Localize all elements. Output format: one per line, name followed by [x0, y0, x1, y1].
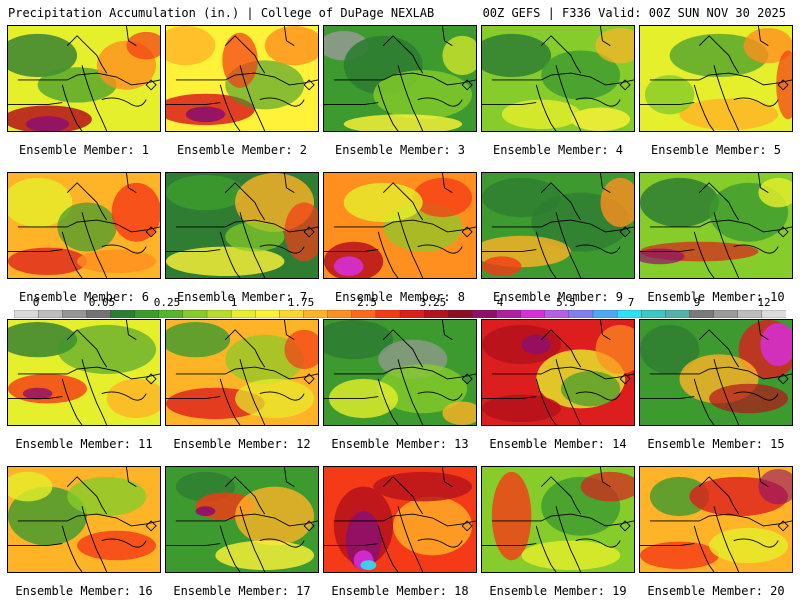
map-panel	[165, 466, 319, 573]
map-panel	[323, 25, 477, 132]
member-caption: Ensemble Member: 10	[647, 290, 785, 304]
colorbar-swatch	[399, 310, 425, 318]
member-caption: Ensemble Member: 2	[176, 143, 308, 157]
colorbar-swatch	[327, 310, 353, 318]
map-title: Precipitation Accumulation (in.) | Colle…	[8, 6, 435, 20]
colorbar-swatch	[279, 310, 305, 318]
colorbar-swatch	[206, 310, 232, 318]
colorbar-swatch	[592, 310, 618, 318]
precip-colorbar	[14, 310, 786, 318]
colorbar-swatch	[448, 310, 474, 318]
colorbar-swatch	[255, 310, 281, 318]
colorbar-swatch	[496, 310, 522, 318]
colorbar-tick-label: 7	[627, 296, 635, 309]
colorbar-swatch	[423, 310, 449, 318]
map-panel	[481, 466, 635, 573]
colorbar-swatch	[665, 310, 691, 318]
map-panel	[7, 25, 161, 132]
member-caption: Ensemble Member: 5	[650, 143, 782, 157]
colorbar-tick-label: 4	[496, 296, 504, 309]
member-caption: Ensemble Member: 17	[173, 584, 311, 598]
member-caption: Ensemble Member: 6	[18, 290, 150, 304]
colorbar-swatch	[134, 310, 160, 318]
map-panel	[165, 25, 319, 132]
colorbar-tick-label: 2.5	[357, 296, 377, 309]
map-panel	[323, 319, 477, 426]
member-caption: Ensemble Member: 13	[331, 437, 469, 451]
member-caption: Ensemble Member: 20	[647, 584, 785, 598]
colorbar-swatch	[544, 310, 570, 318]
run-info: 00Z GEFS | F336 Valid: 00Z SUN NOV 30 20…	[482, 6, 786, 20]
colorbar-tick-label: 0	[32, 296, 40, 309]
colorbar-swatch	[182, 310, 208, 318]
map-panel	[7, 319, 161, 426]
colorbar-swatch	[375, 310, 401, 318]
colorbar-swatch	[616, 310, 642, 318]
map-panel	[481, 319, 635, 426]
member-caption: Ensemble Member: 8	[334, 290, 466, 304]
colorbar-swatch	[110, 310, 136, 318]
map-panel	[481, 172, 635, 279]
member-caption: Ensemble Member: 15	[647, 437, 785, 451]
colorbar-swatch	[761, 310, 786, 318]
colorbar-tick-label: 9	[693, 296, 701, 309]
colorbar-swatch	[737, 310, 763, 318]
colorbar-swatch	[713, 310, 739, 318]
map-panel	[639, 172, 793, 279]
member-caption: Ensemble Member: 3	[334, 143, 466, 157]
member-caption: Ensemble Member: 11	[15, 437, 153, 451]
member-caption: Ensemble Member: 1	[18, 143, 150, 157]
member-caption: Ensemble Member: 7	[176, 290, 308, 304]
map-panel	[7, 466, 161, 573]
colorbar-swatch	[520, 310, 546, 318]
colorbar-swatch	[230, 310, 256, 318]
colorbar-tick-label: 1	[230, 296, 238, 309]
map-panel	[323, 466, 477, 573]
map-panel	[165, 172, 319, 279]
colorbar-swatch	[351, 310, 377, 318]
colorbar-swatch	[303, 310, 329, 318]
map-panel	[639, 319, 793, 426]
member-caption: Ensemble Member: 19	[489, 584, 627, 598]
colorbar-tick-label: 12	[757, 296, 771, 309]
colorbar-tick-label: 0.25	[153, 296, 181, 309]
member-caption: Ensemble Member: 14	[489, 437, 627, 451]
map-panel	[481, 25, 635, 132]
member-caption: Ensemble Member: 9	[492, 290, 624, 304]
colorbar-swatch	[37, 310, 63, 318]
colorbar-tick-label: 1.75	[287, 296, 315, 309]
member-caption: Ensemble Member: 16	[15, 584, 153, 598]
colorbar-swatch	[689, 310, 715, 318]
member-caption: Ensemble Member: 18	[331, 584, 469, 598]
map-panel	[7, 172, 161, 279]
map-panel	[323, 172, 477, 279]
colorbar-tick-label: 5.5	[556, 296, 576, 309]
colorbar-tick-label: 3.25	[419, 296, 447, 309]
colorbar-swatch	[62, 310, 88, 318]
colorbar-swatch	[641, 310, 667, 318]
map-panel	[639, 25, 793, 132]
colorbar-swatch	[472, 310, 498, 318]
map-panel	[165, 319, 319, 426]
colorbar-swatch	[14, 310, 39, 318]
member-caption: Ensemble Member: 12	[173, 437, 311, 451]
colorbar-swatch	[86, 310, 112, 318]
colorbar-swatch	[568, 310, 594, 318]
colorbar-tick-label: 0.05	[88, 296, 116, 309]
map-panel	[639, 466, 793, 573]
colorbar-swatch	[158, 310, 184, 318]
member-caption: Ensemble Member: 4	[492, 143, 624, 157]
